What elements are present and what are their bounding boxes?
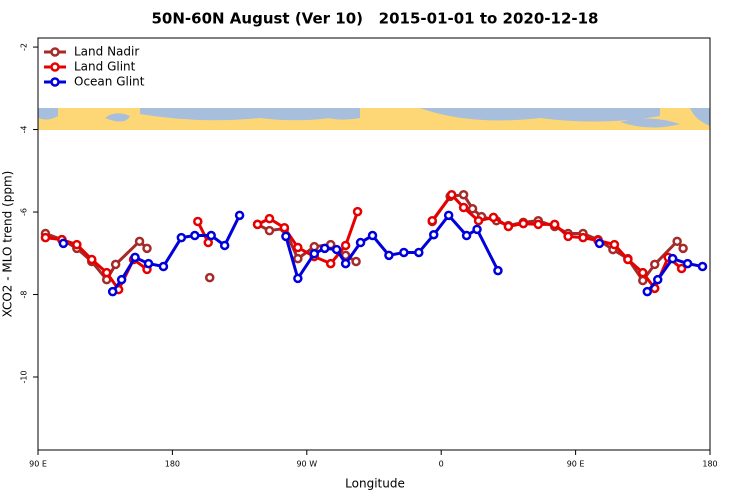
point — [158, 261, 169, 272]
point — [488, 212, 499, 223]
point — [652, 274, 663, 285]
y-tick-label: -8 — [20, 291, 29, 299]
point — [458, 202, 469, 213]
point — [594, 238, 605, 249]
point — [518, 218, 529, 229]
point — [206, 230, 216, 241]
point — [472, 224, 482, 235]
point — [319, 243, 330, 254]
map-strip — [38, 108, 710, 130]
point — [352, 206, 363, 217]
x-tick-label: 0 — [439, 460, 444, 469]
point — [367, 230, 378, 241]
point — [638, 267, 648, 278]
legend-marker — [50, 47, 60, 57]
point — [642, 286, 653, 297]
point — [609, 239, 620, 250]
x-axis-label: Longitude — [345, 477, 405, 491]
x-tick-label: 90 E — [29, 460, 47, 469]
point — [190, 230, 200, 241]
point — [443, 210, 454, 221]
point — [281, 231, 291, 242]
x-tick-label: 90 E — [567, 460, 585, 469]
point — [193, 216, 203, 227]
legend-marker — [50, 62, 60, 72]
point — [503, 221, 514, 232]
series-line — [45, 192, 683, 293]
point — [340, 258, 351, 269]
x-tick-label: 90 W — [296, 460, 317, 469]
point — [340, 240, 351, 251]
point — [384, 250, 394, 261]
point — [293, 253, 303, 264]
point — [355, 237, 366, 248]
point — [678, 243, 688, 254]
point — [279, 222, 290, 233]
point — [697, 261, 708, 272]
y-tick-label: -4 — [20, 126, 29, 134]
point — [467, 203, 478, 214]
point — [72, 239, 82, 250]
point — [549, 219, 560, 230]
point — [110, 259, 121, 270]
point — [563, 231, 573, 242]
point — [142, 243, 152, 254]
point — [309, 248, 320, 259]
point — [461, 230, 472, 241]
plot-frame — [37, 37, 711, 451]
y-tick-label: -10 — [20, 370, 29, 383]
point — [101, 267, 112, 278]
point — [351, 256, 361, 267]
point — [58, 238, 69, 249]
point — [676, 263, 687, 274]
point — [682, 258, 693, 269]
point — [87, 254, 97, 265]
point — [428, 229, 439, 240]
y-axis-label: XCO2 - MLO trend (ppm) — [1, 171, 15, 318]
point — [143, 258, 154, 269]
point — [623, 254, 633, 265]
point — [204, 272, 215, 283]
legend-marker — [50, 77, 60, 87]
point — [264, 225, 275, 236]
point — [672, 236, 682, 247]
point — [458, 189, 469, 200]
point — [331, 244, 342, 255]
chart-title: 50N-60N August (Ver 10) 2015-01-01 to 20… — [152, 10, 599, 28]
point — [234, 210, 245, 221]
point — [473, 215, 484, 226]
x-tick-label: 180 — [165, 460, 180, 469]
point — [493, 265, 503, 276]
point — [293, 273, 303, 284]
point — [293, 242, 303, 253]
point — [399, 247, 409, 258]
point — [134, 236, 145, 247]
x-tick-label: 180 — [702, 460, 717, 469]
point — [116, 274, 127, 285]
point — [533, 219, 544, 230]
point — [219, 240, 230, 251]
legend-label: Ocean Glint — [74, 75, 145, 89]
point — [130, 252, 140, 263]
point — [325, 258, 336, 269]
point — [649, 259, 660, 270]
point — [427, 215, 437, 226]
legend-label: Land Nadir — [74, 45, 139, 59]
legend-label: Land Glint — [74, 60, 136, 74]
point — [252, 219, 263, 230]
point — [446, 189, 457, 200]
point — [414, 247, 424, 258]
point — [176, 232, 187, 243]
y-tick-label: -6 — [20, 208, 29, 216]
point — [40, 232, 51, 243]
y-tick-label: -2 — [20, 43, 29, 51]
point — [578, 232, 588, 243]
point — [667, 253, 678, 264]
point — [264, 213, 275, 224]
point — [107, 286, 118, 297]
